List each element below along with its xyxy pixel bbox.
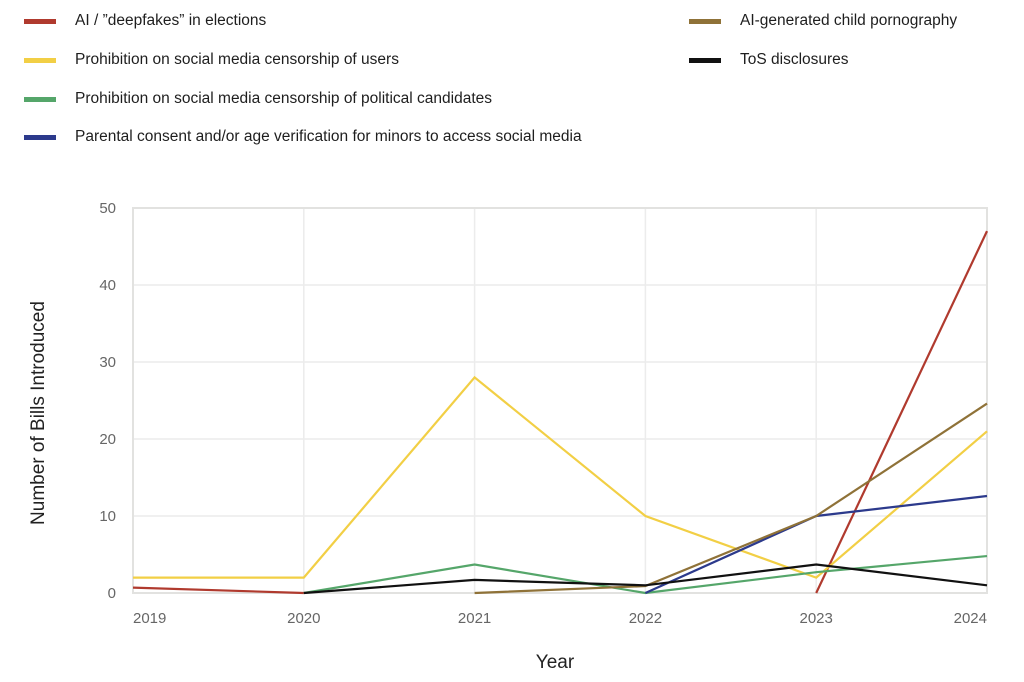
legend-label: Parental consent and/or age verification… [75, 128, 582, 145]
legend-item: ToS disclosures [689, 51, 849, 69]
x-tick-label: 2021 [458, 610, 491, 627]
y-tick-label: 50 [99, 200, 116, 217]
legend-label: AI-generated child pornography [740, 12, 958, 29]
legend-swatch [24, 134, 56, 140]
x-axis-title: Year [536, 652, 575, 673]
series-line [815, 230, 988, 594]
legend-label: Prohibition on social media censorship o… [75, 90, 493, 107]
y-tick-label: 20 [99, 431, 116, 448]
legend-swatch [24, 18, 56, 24]
x-tick-label: 2023 [800, 610, 833, 627]
x-tick-label: 2024 [954, 610, 987, 627]
legend-label: Prohibition on social media censorship o… [75, 51, 399, 68]
x-tick-label: 2020 [287, 610, 320, 627]
y-tick-label: 0 [108, 585, 116, 602]
legend-swatch [689, 18, 721, 24]
legend-item: Prohibition on social media censorship o… [24, 90, 492, 108]
legend-label: AI / ”deepfakes” in elections [75, 12, 267, 29]
series-line [303, 563, 988, 595]
y-axis-title: Number of Bills Introduced [28, 301, 49, 525]
series-line [474, 402, 988, 595]
x-tick-label: 2022 [629, 610, 662, 627]
legend-swatch [689, 57, 721, 63]
plot-frame [132, 207, 988, 594]
y-tick-label: 10 [99, 508, 116, 525]
grid [132, 207, 988, 594]
legend-swatch [24, 57, 56, 63]
series-line [132, 586, 304, 595]
legend-item: AI / ”deepfakes” in elections [24, 12, 266, 30]
x-tick-label: 2019 [133, 610, 166, 627]
series-line [133, 375, 988, 579]
legend-item: Parental consent and/or age verification… [24, 128, 582, 146]
legend-swatch [24, 96, 56, 102]
y-tick-label: 40 [99, 277, 116, 294]
tick-labels: 0 10 20 30 40 50 2019 2020 2021 2022 2023 2024 [99, 200, 987, 627]
legend-item: AI-generated child pornography [689, 12, 957, 30]
legend-label: ToS disclosures [740, 51, 849, 68]
y-tick-label: 30 [99, 354, 116, 371]
legend-item: Prohibition on social media censorship o… [24, 51, 399, 69]
series-lines [132, 230, 988, 595]
